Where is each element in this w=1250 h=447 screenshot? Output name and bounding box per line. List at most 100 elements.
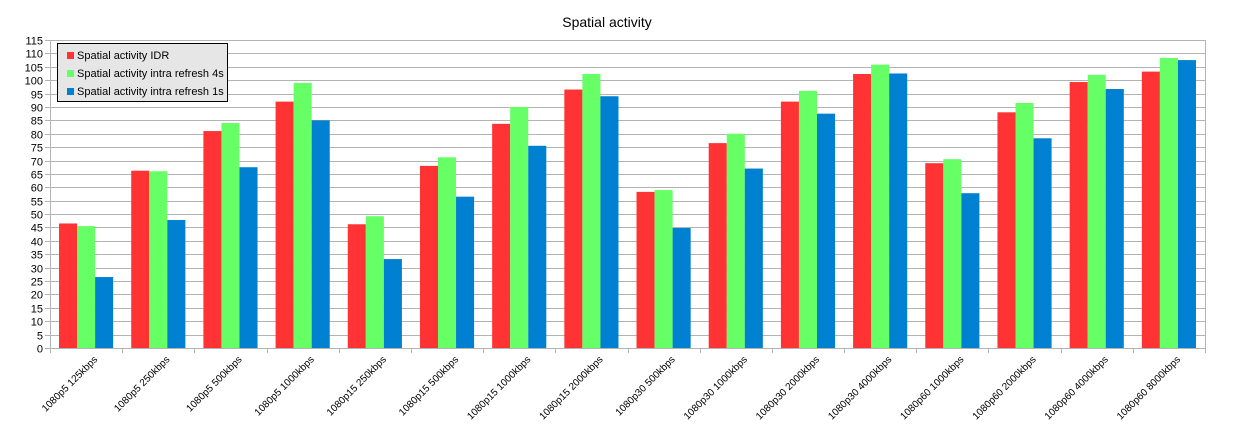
- y-tick-label: 35: [31, 250, 43, 262]
- bar: [853, 74, 872, 348]
- x-tick-label: 1080p60 4000kbps: [1043, 354, 1111, 422]
- y-tick-label: 105: [25, 63, 43, 75]
- bar: [438, 157, 457, 348]
- bar: [798, 90, 817, 348]
- bar: [221, 123, 240, 348]
- bar: [1159, 57, 1178, 349]
- bar: [347, 224, 366, 348]
- bar: [1015, 102, 1034, 348]
- bar: [365, 216, 384, 348]
- x-tick-label: 1080p15 500kbps: [397, 354, 461, 418]
- y-tick-label: 40: [31, 237, 43, 249]
- bar: [816, 113, 836, 348]
- y-tick-label: 10: [31, 317, 43, 329]
- y-tick-label: 15: [31, 304, 43, 316]
- axes: [50, 40, 1206, 353]
- bar: [492, 123, 511, 349]
- bar: [1177, 60, 1196, 349]
- y-tick-label: 30: [31, 264, 43, 276]
- legend-swatch: [67, 70, 74, 77]
- bar: [672, 228, 691, 348]
- x-tick-label: 1080p30 4000kbps: [826, 354, 894, 422]
- bar: [95, 277, 114, 348]
- legend: Spatial activity IDR Spatial activity int…: [57, 43, 228, 102]
- bar: [780, 101, 799, 348]
- y-tick-label: 0: [37, 344, 43, 356]
- chart-title: Spatial activity: [562, 14, 651, 30]
- x-tick-label: 1080p30 1000kbps: [682, 354, 750, 422]
- bar: [997, 112, 1016, 348]
- x-tick-label: 1080p60 1000kbps: [899, 354, 967, 422]
- y-tick-label: 100: [25, 76, 43, 88]
- bar: [131, 170, 150, 348]
- y-tick-label: 5: [37, 331, 43, 343]
- y-tick-label: 25: [31, 277, 43, 289]
- y-tick-label: 75: [31, 143, 43, 155]
- bar: [167, 219, 186, 348]
- x-tick-label: 1080p5 250kbps: [112, 354, 172, 414]
- bar: [871, 64, 890, 348]
- x-tick-label: 1080p5 500kbps: [185, 354, 245, 414]
- x-tick-label: 1080p60 2000kbps: [971, 354, 1039, 422]
- bar: [311, 120, 330, 348]
- bars: [59, 57, 1196, 349]
- x-axis-labels: 1080p5 125kbps 1080p5 250kbps 1080p5 500kb…: [40, 354, 1183, 422]
- legend-box: [57, 43, 228, 102]
- bar: [564, 89, 583, 349]
- bar: [654, 189, 673, 348]
- bar: [600, 96, 619, 349]
- x-tick-label: 1080p5 125kbps: [40, 354, 100, 414]
- bar: [726, 133, 745, 348]
- x-tick-label: 1080p5 1000kbps: [253, 354, 317, 418]
- bar: [1105, 89, 1124, 348]
- bar: [889, 73, 908, 348]
- bar: [293, 82, 312, 348]
- y-tick-label: 85: [31, 116, 43, 128]
- bar: [383, 259, 402, 348]
- x-tick-label: 1080p30 2000kbps: [754, 354, 822, 422]
- y-tick-label: 115: [25, 36, 43, 48]
- bar: [582, 74, 601, 348]
- y-tick-label: 70: [31, 157, 43, 169]
- y-tick-label: 80: [31, 130, 43, 142]
- legend-label: Spatial activity IDR: [77, 50, 169, 62]
- bar: [1087, 74, 1106, 349]
- x-tick-label: 1080p60 8000kbps: [1115, 354, 1183, 422]
- x-tick-label: 1080p15 250kbps: [325, 354, 389, 418]
- bar: [961, 193, 980, 348]
- bar: [239, 167, 258, 348]
- bar: [149, 171, 168, 348]
- bar: [636, 191, 655, 348]
- y-tick-label: 95: [31, 90, 43, 102]
- bar: [1141, 71, 1160, 348]
- x-tick-label: 1080p30 500kbps: [614, 354, 678, 418]
- y-tick-label: 45: [31, 223, 43, 235]
- bar: [275, 101, 294, 348]
- bar: [1033, 138, 1052, 348]
- y-tick-label: 20: [31, 290, 43, 302]
- legend-label: Spatial activity intra refresh 1s: [77, 86, 224, 98]
- bar: [419, 165, 439, 348]
- bar: [744, 168, 763, 348]
- bar: [510, 106, 529, 349]
- y-tick-label: 60: [31, 183, 43, 195]
- y-tick-label: 110: [25, 49, 43, 61]
- bar: [528, 145, 547, 348]
- x-tick-label: 1080p15 2000kbps: [538, 354, 606, 422]
- bar: [1069, 82, 1088, 348]
- bar: [77, 226, 96, 348]
- bar: [943, 159, 962, 348]
- bar: [59, 223, 78, 348]
- y-tick-label: 55: [31, 197, 43, 209]
- bar: [925, 163, 944, 348]
- legend-label: Spatial activity intra refresh 4s: [77, 68, 224, 80]
- bar: [708, 143, 727, 348]
- legend-swatch: [67, 52, 74, 59]
- bar: [456, 196, 475, 348]
- y-tick-label: 65: [31, 170, 43, 182]
- x-tick-label: 1080p15 1000kbps: [465, 354, 533, 422]
- legend-swatch: [67, 88, 74, 95]
